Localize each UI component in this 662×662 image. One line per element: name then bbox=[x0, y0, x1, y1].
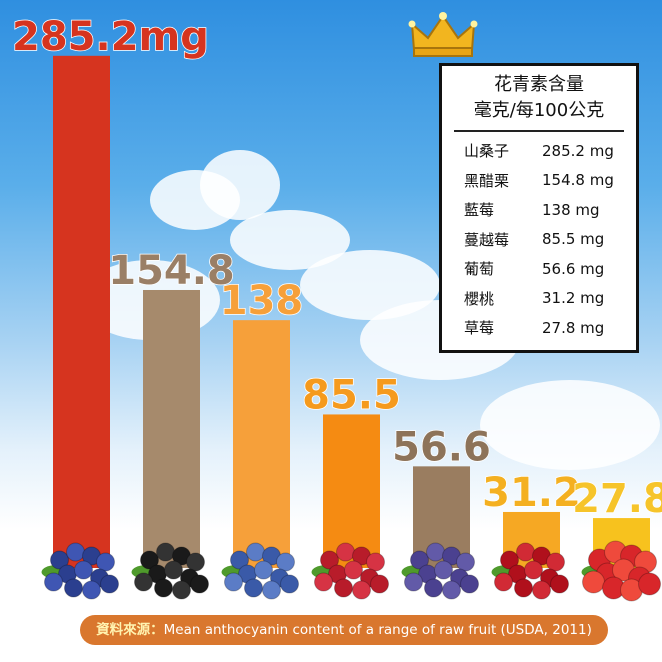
source-prefix: 資料來源： bbox=[96, 622, 164, 638]
bar-value-label: 27.8 bbox=[572, 476, 662, 522]
legend-fruit-value: 138 mg bbox=[542, 200, 600, 219]
legend-title: 花青素含量 毫克/每100公克 bbox=[442, 72, 636, 124]
bar-value-label: 285.2mg bbox=[12, 14, 209, 60]
legend-fruit-name: 蔓越莓 bbox=[464, 230, 510, 249]
legend-fruit-value: 27.8 mg bbox=[542, 318, 605, 337]
legend-fruit-name: 櫻桃 bbox=[464, 289, 495, 308]
legend-fruit-value: 154.8 mg bbox=[542, 171, 614, 190]
legend-fruit-name: 黑醋栗 bbox=[464, 171, 510, 190]
bar-value-label: 31.2 bbox=[482, 470, 581, 516]
fruit-icons-layer bbox=[41, 540, 661, 602]
legend-row: 蔓越莓 85.5 mg bbox=[442, 225, 636, 255]
blackcurrant-icon bbox=[131, 542, 209, 600]
bar-1 bbox=[53, 55, 110, 569]
legend-row: 藍莓 138 mg bbox=[442, 195, 636, 225]
legend-fruit-value: 85.5 mg bbox=[542, 230, 605, 249]
cranberry-icon bbox=[311, 542, 389, 600]
legend-fruit-value: 285.2 mg bbox=[542, 141, 614, 160]
blueberry-icon bbox=[221, 542, 299, 600]
bar-3 bbox=[233, 320, 290, 568]
legend-fruit-name: 葡萄 bbox=[464, 260, 495, 279]
legend-row: 黑醋栗 154.8 mg bbox=[442, 166, 636, 196]
strawberry-icon bbox=[581, 540, 661, 602]
bar-value-label: 154.8 bbox=[108, 248, 235, 294]
source-footer: 資料來源：Mean anthocyanin content of a range… bbox=[80, 615, 608, 645]
cloud-decoration bbox=[200, 150, 280, 220]
cherry-icon bbox=[491, 542, 569, 600]
bar-4 bbox=[323, 414, 380, 568]
bar-value-label: 85.5 bbox=[302, 372, 401, 418]
legend-row: 櫻桃 31.2 mg bbox=[442, 284, 636, 314]
crown-icon bbox=[408, 12, 478, 57]
legend-divider bbox=[454, 130, 624, 132]
grape-icon bbox=[401, 542, 479, 600]
legend-row: 葡萄 56.6 mg bbox=[442, 254, 636, 284]
legend-fruit-name: 山桑子 bbox=[464, 142, 510, 161]
bilberry-icon bbox=[41, 542, 119, 600]
source-text: Mean anthocyanin content of a range of r… bbox=[163, 622, 592, 638]
cloud-decoration bbox=[480, 380, 660, 470]
legend-fruit-value: 31.2 mg bbox=[542, 289, 605, 308]
legend-fruit-name: 草莓 bbox=[464, 319, 495, 338]
legend-row: 山桑子 285.2 mg bbox=[442, 136, 636, 166]
legend-title-line1: 花青素含量 bbox=[494, 74, 584, 95]
bar-value-label: 56.6 bbox=[392, 424, 491, 470]
legend-title-line2: 毫克/每100公克 bbox=[473, 100, 605, 121]
legend-table: 花青素含量 毫克/每100公克 山桑子 285.2 mg 黑醋栗 154.8 mg … bbox=[439, 63, 639, 353]
legend-fruit-name: 藍莓 bbox=[464, 201, 495, 220]
legend-row: 草莓 27.8 mg bbox=[442, 313, 636, 343]
bar-value-label: 138 bbox=[220, 278, 304, 324]
bar-2 bbox=[143, 289, 200, 568]
legend-fruit-value: 56.6 mg bbox=[542, 259, 605, 278]
